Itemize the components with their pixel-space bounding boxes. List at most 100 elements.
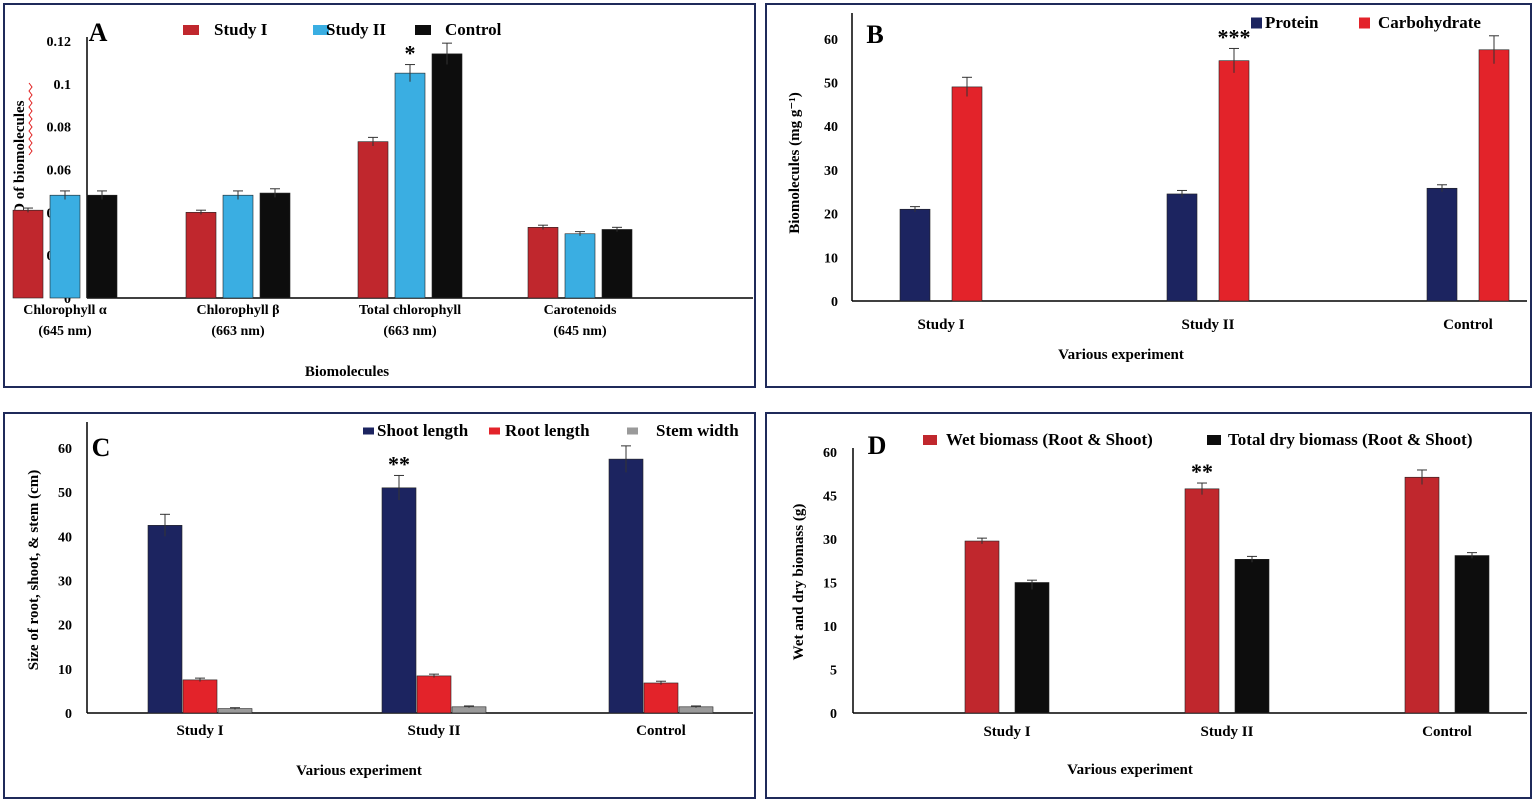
panel-c-svg: C 0 10 20 30 40 50 60 Size of root, shoot, & ste… (26, 421, 753, 779)
legend-label: Wet biomass (Root & Shoot) (946, 430, 1153, 449)
y-tick-label: 0 (830, 707, 837, 722)
bar (1014, 582, 1050, 714)
bar (564, 233, 596, 299)
bar (49, 194, 81, 299)
y-tick-label: 20 (824, 208, 838, 223)
y-tick-label: 15 (823, 577, 837, 592)
y-tick-label: 0.12 (47, 35, 72, 50)
y-tick-label: 0.08 (47, 121, 72, 136)
panel-letter: C (92, 433, 111, 462)
bar (259, 192, 291, 299)
bar (451, 706, 487, 714)
bar (86, 194, 118, 299)
legend-label: Root length (505, 421, 590, 440)
x-tick-label: Control (636, 723, 686, 739)
bar (394, 72, 426, 299)
significance-marker: ** (1191, 459, 1213, 484)
x-tick-label: (663 nm) (383, 324, 437, 339)
legend-swatch (363, 427, 374, 435)
x-tick-label: Study II (408, 723, 461, 739)
x-tick-label: Chlorophyll α (23, 303, 107, 318)
bar (1426, 187, 1458, 302)
bar (608, 458, 644, 714)
y-tick-label: 60 (824, 33, 838, 48)
y-tick-label: 60 (58, 442, 72, 457)
bar (222, 194, 254, 299)
significance-marker: *** (1218, 24, 1251, 49)
bar (643, 682, 679, 714)
x-axis-label: Biomolecules (305, 364, 389, 380)
panel-letter: A (89, 18, 108, 47)
y-tick-label: 10 (824, 251, 838, 266)
bar (147, 525, 183, 714)
legend-label: Shoot length (377, 421, 469, 440)
legend-label: Study II (326, 20, 386, 39)
bar (381, 487, 417, 714)
y-tick-label: 20 (58, 619, 72, 634)
y-tick-label: 30 (58, 575, 72, 590)
y-tick-label: 60 (823, 446, 837, 461)
y-tick-label: 50 (58, 486, 72, 501)
panel-d-svg: D 0 5 10 15 30 45 60 Wet and dry biomass (g) Vari… (791, 430, 1527, 778)
bar (601, 229, 633, 299)
y-tick-label: 10 (58, 663, 72, 678)
bar (964, 540, 1000, 714)
spellcheck-underline (28, 82, 33, 156)
significance-marker: * (405, 41, 416, 66)
bar (527, 227, 559, 299)
bar (951, 86, 983, 302)
legend-label: Stem width (656, 421, 739, 440)
legend-swatch (183, 25, 199, 35)
legend-swatch (1359, 17, 1370, 29)
y-tick-label: 40 (824, 120, 838, 135)
x-tick-label: Carotenoids (544, 303, 617, 318)
significance-marker: ** (388, 451, 410, 476)
bar (431, 53, 463, 299)
y-tick-label: 0 (64, 292, 71, 307)
bar (1184, 488, 1220, 714)
y-tick-label: 0 (65, 707, 72, 722)
y-tick-label: 0.06 (47, 164, 72, 179)
bar (12, 209, 44, 299)
bar (678, 706, 714, 714)
panel-c-chart: C 0 10 20 30 40 50 60 Size of root, shoot, & ste… (3, 412, 756, 799)
legend-label: Carbohydrate (1378, 13, 1481, 32)
bar (1454, 555, 1490, 714)
bar (1234, 559, 1270, 714)
x-axis-label: Various experiment (296, 763, 422, 779)
x-axis-label: Various experiment (1058, 347, 1184, 363)
x-tick-label: Study I (917, 317, 964, 333)
y-axis-label: OD of biomolecules (12, 100, 28, 225)
x-tick-label: Study II (1182, 317, 1235, 333)
panel-d-chart: D 0 5 10 15 30 45 60 Wet and dry biomass (g) Vari… (765, 412, 1532, 799)
y-tick-label: 0.1 (54, 78, 72, 93)
legend-label: Control (445, 20, 502, 39)
legend-swatch (1251, 17, 1262, 29)
bar (1166, 193, 1198, 302)
panel-b-chart: B 0 10 20 30 40 50 60 Biomolecules (mg g⁻¹) Vario… (765, 3, 1532, 388)
bar (1218, 60, 1250, 302)
x-axis-label: Various experiment (1067, 762, 1193, 778)
bar (357, 141, 389, 299)
bar (185, 212, 217, 299)
legend-swatch (415, 25, 431, 35)
bar (182, 679, 218, 714)
x-tick-label: (663 nm) (211, 324, 265, 339)
y-tick-label: 30 (823, 533, 837, 548)
panel-letter: B (866, 20, 883, 49)
y-tick-label: 5 (830, 664, 837, 679)
x-tick-label: Chlorophyll β (197, 303, 280, 318)
y-tick-label: 45 (823, 490, 837, 505)
panel-letter: D (868, 431, 887, 460)
legend-label: Total dry biomass (Root & Shoot) (1228, 430, 1472, 449)
x-tick-label: Study II (1201, 724, 1254, 740)
y-tick-label: 40 (58, 530, 72, 545)
bar (899, 208, 931, 302)
bar (1404, 476, 1440, 714)
y-axis-label: Wet and dry biomass (g) (791, 504, 807, 661)
legend-label: Study I (214, 20, 268, 39)
y-tick-label: 10 (823, 620, 837, 635)
legend-swatch (489, 427, 500, 435)
y-tick-label: 0 (831, 295, 838, 310)
